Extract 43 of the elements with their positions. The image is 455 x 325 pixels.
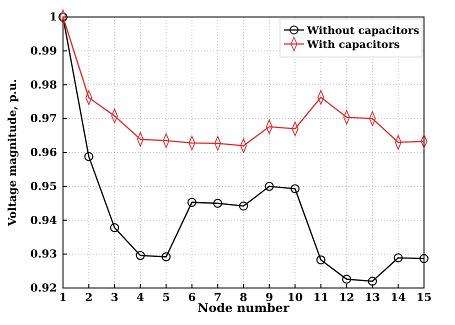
point: [419, 254, 429, 264]
y-tick-label: 0.93: [30, 248, 57, 261]
x-axis-title: Node number: [198, 301, 290, 315]
y-tick-label: 1: [49, 10, 57, 24]
y-axis-title: Voltage magnitude, p.u.: [6, 78, 19, 228]
x-tick-label: 10: [287, 290, 304, 304]
point: [162, 252, 171, 262]
point: [110, 223, 120, 232]
y-tick-label: 0.96: [30, 146, 58, 160]
point: [264, 182, 274, 191]
x-tick-label: 12: [338, 290, 354, 304]
x-tick-label: 2: [84, 290, 93, 304]
point: [58, 12, 68, 22]
y-tick-label: 0.94: [30, 214, 58, 227]
x-tick-label: 8: [240, 290, 248, 304]
legend-label: Without capacitors: [306, 25, 420, 37]
y-tick-label: 0.95: [30, 180, 57, 193]
point: [238, 201, 248, 211]
point: [394, 253, 403, 262]
point: [368, 276, 377, 286]
y-tick-label: 0.92: [30, 282, 57, 295]
point: [316, 255, 326, 264]
point: [84, 152, 94, 162]
y-tick-label: 0.99: [30, 44, 57, 58]
x-tick-label: 15: [416, 290, 432, 304]
x-tick-label: 14: [390, 290, 406, 304]
x-tick-label: 7: [214, 290, 222, 304]
x-tick-label: 11: [313, 290, 329, 304]
x-tick-label: 1: [59, 290, 67, 304]
y-tick-label: 0.98: [30, 78, 58, 92]
x-tick-label: 4: [136, 290, 145, 304]
x-tick-label: 5: [162, 290, 170, 304]
point: [213, 198, 222, 208]
point: [136, 250, 145, 260]
point: [187, 198, 196, 207]
point: [290, 184, 300, 194]
x-tick-label: 13: [364, 290, 380, 304]
x-tick-label: 3: [110, 290, 118, 304]
y-tick-label: 0.97: [30, 112, 57, 126]
legend-label: With capacitors: [306, 39, 400, 51]
x-tick-label: 9: [265, 290, 274, 304]
x-tick-label: 6: [188, 290, 196, 304]
point: [342, 274, 352, 284]
